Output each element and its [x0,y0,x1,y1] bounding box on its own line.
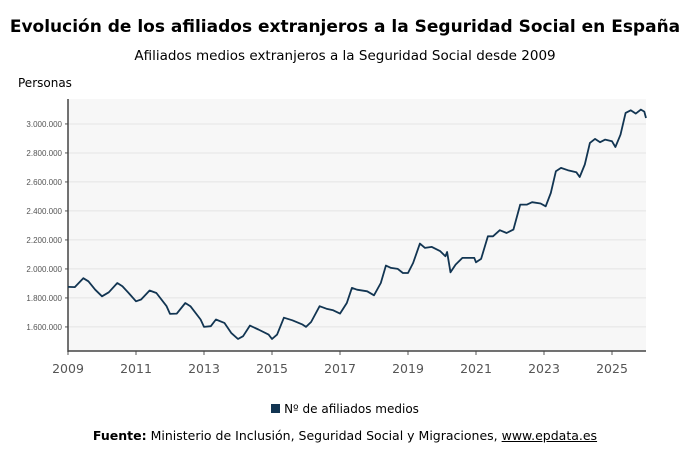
x-tick-label: 2011 [120,361,152,376]
y-axis-label: Personas [18,76,72,90]
plot-background [68,99,646,351]
y-tick-label: 1.800.000 [26,294,62,303]
source-link[interactable]: www.epdata.es [501,428,598,443]
legend-swatch [271,404,281,413]
chart-subtitle: Afiliados medios extranjeros a la Seguri… [134,48,556,64]
y-tick-label: 2.400.000 [26,207,62,216]
x-tick-label: 2013 [188,361,220,376]
chart-title: Evolución de los afiliados extranjeros a… [9,17,681,37]
x-tick-label: 2025 [596,361,628,376]
x-tick-label: 2019 [392,361,424,376]
y-tick-label: 2.800.000 [26,149,62,158]
y-tick-label: 2.200.000 [26,236,62,245]
source-text: Ministerio de Inclusión, Seguridad Socia… [150,428,498,443]
x-tick-label: 2021 [460,361,492,376]
legend-label: Nº de afiliados medios [284,402,419,416]
y-tick-label: 2.000.000 [26,265,62,274]
x-tick-label: 2023 [528,361,560,376]
y-tick-label: 1.600.000 [26,323,62,332]
y-tick-label: 3.000.000 [26,120,62,129]
y-tick-label: 2.600.000 [26,178,62,187]
x-tick-label: 2009 [52,361,84,376]
x-tick-label: 2015 [256,361,288,376]
legend[interactable]: Nº de afiliados medios [0,402,690,416]
source-label: Fuente: [92,428,147,443]
source-note: Fuente: Ministerio de Inclusión, Segurid… [0,428,690,443]
x-tick-label: 2017 [324,361,356,376]
